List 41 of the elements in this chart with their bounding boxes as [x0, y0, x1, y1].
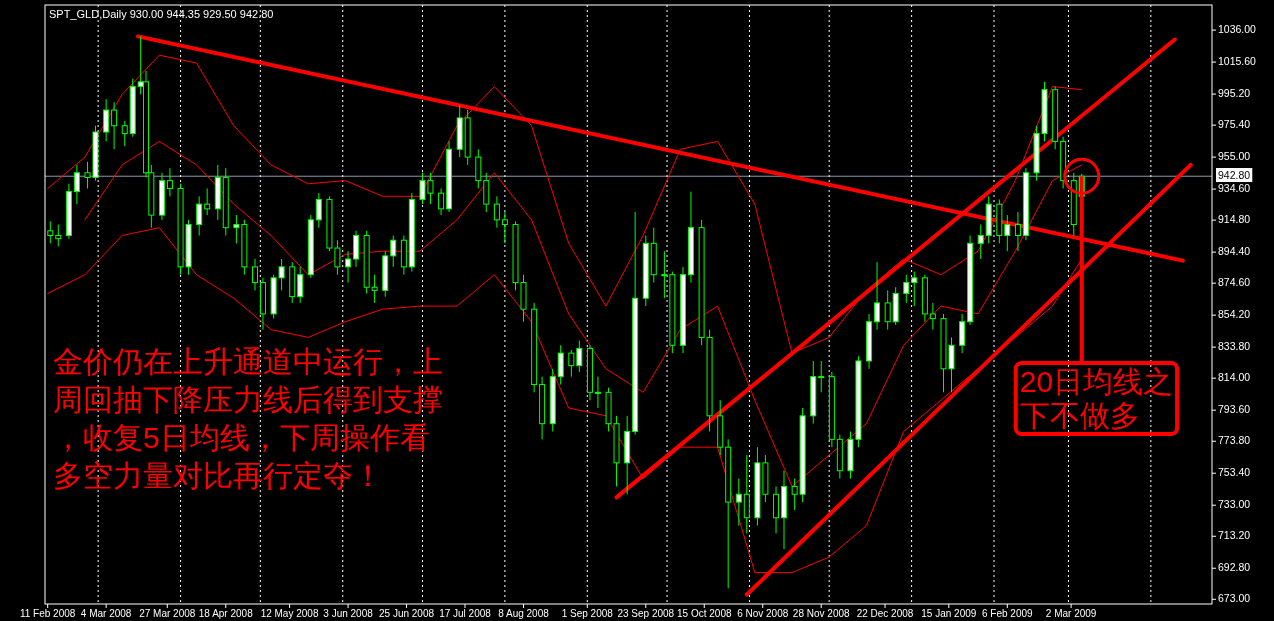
x-tick-label: 25 Jun 2008: [379, 608, 435, 619]
ref-line-label: 942.80: [1218, 169, 1251, 182]
x-tick-label: 3 Jun 2008: [323, 608, 374, 619]
y-tick-label: 894.40: [1218, 244, 1251, 257]
x-tick-label: 11 Feb 2008: [19, 608, 76, 619]
y-tick-label: 692.80: [1218, 561, 1251, 574]
y-tick-label: 1015.60: [1218, 54, 1257, 67]
y-tick-label: 934.60: [1218, 181, 1251, 194]
y-tick-label: 773.80: [1218, 434, 1251, 447]
x-tick-label: 22 Dec 2008: [856, 608, 914, 619]
annotation: 20日均线之下不做多: [1019, 365, 1174, 432]
chart-title: SPT_GLD,Daily 930.00 944.35 929.50 942.80: [49, 8, 274, 20]
x-tick-label: 1 Sep 2008: [561, 608, 614, 619]
y-tick-label: 814.00: [1218, 370, 1251, 383]
y-tick-label: 793.60: [1218, 402, 1251, 415]
x-tick-label: 28 Nov 2008: [792, 608, 851, 619]
x-tick-label: 6 Nov 2008: [737, 608, 789, 619]
y-tick-label: 673.00: [1218, 592, 1251, 605]
x-tick-label: 23 Sep 2008: [617, 608, 675, 619]
y-tick-label: 914.80: [1218, 212, 1251, 225]
y-tick-label: 733.00: [1218, 497, 1251, 510]
annotation: 金价仍在上升通道中运行，上周回抽下降压力线后得到支撑，收复5日均线，下周操作看多空力量对比再行定夺！: [53, 345, 443, 492]
x-tick-label: 17 Jul 2008: [439, 608, 492, 619]
y-tick-label: 833.80: [1218, 339, 1251, 352]
y-tick-label: 854.20: [1218, 307, 1251, 320]
y-tick-label: 1036.00: [1218, 22, 1257, 35]
x-tick-label: 18 Apr 2008: [198, 608, 254, 619]
y-tick-label: 975.40: [1218, 117, 1251, 130]
x-tick-label: 6 Feb 2009: [982, 608, 1034, 619]
y-tick-label: 713.20: [1218, 529, 1251, 542]
y-tick-label: 753.40: [1218, 466, 1251, 478]
x-tick-label: 12 May 2008: [260, 608, 319, 619]
x-tick-label: 2 Mar 2009: [1045, 608, 1097, 619]
x-tick-label: 27 Mar 2008: [139, 608, 196, 619]
x-tick-label: 15 Jan 2009: [921, 608, 977, 619]
y-tick-label: 995.20: [1218, 86, 1251, 99]
x-tick-label: 8 Aug 2008: [498, 608, 550, 619]
y-tick-label: 874.60: [1218, 275, 1251, 288]
y-tick-label: 955.00: [1218, 149, 1251, 162]
x-tick-label: 4 Mar 2008: [80, 608, 132, 619]
x-tick-label: 15 Oct 2008: [677, 608, 732, 619]
